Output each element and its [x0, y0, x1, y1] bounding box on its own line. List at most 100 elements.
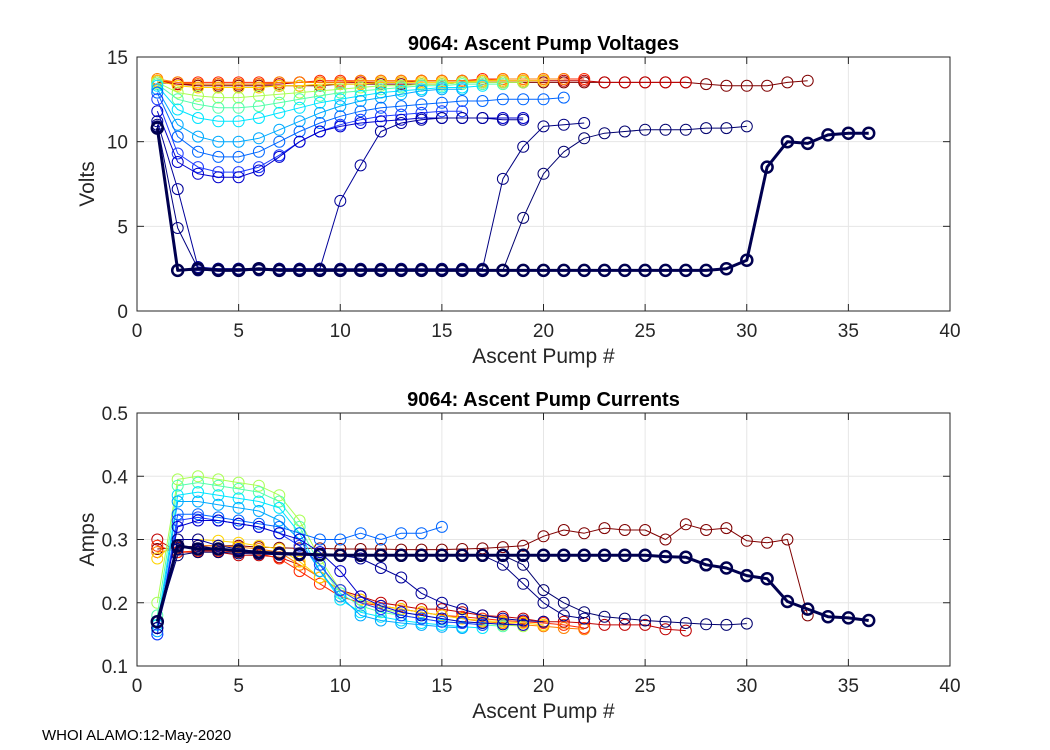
voltage-series-6-point-13 [395, 81, 408, 94]
current-series-15-point-21 [557, 548, 571, 563]
voltage-series-12-point-13 [395, 117, 408, 129]
voltage-series-15-point-26 [658, 263, 673, 278]
current-series-15-point-13 [394, 548, 408, 563]
voltage-series-8-point-14 [415, 84, 428, 97]
current-xtick-label-35: 35 [838, 676, 859, 697]
current-series-12-point-13 [395, 571, 408, 584]
current-ytick-label-0.1: 0.1 [102, 657, 128, 678]
current-series-10-point-15 [435, 615, 448, 628]
voltage-series-0-point-28 [700, 78, 713, 91]
voltage-series-4-point-20 [537, 74, 550, 87]
current-series-9-point-2 [171, 508, 184, 521]
voltage-series-10-point-1 [151, 93, 164, 106]
voltage-series-13-line [156, 122, 585, 270]
voltage-series-8-point-6 [252, 132, 265, 145]
current-series-0-point-23 [598, 522, 611, 535]
current-series-1-point-25 [639, 618, 652, 631]
current-series-8-point-4 [212, 498, 225, 511]
voltage-series-12-point-16 [456, 112, 469, 124]
current-series-15-point-9 [313, 547, 327, 562]
voltage-series-5-point-12 [374, 79, 387, 92]
voltage-series-15-point-17 [475, 263, 490, 278]
current-series-14-point-24 [618, 612, 631, 625]
voltage-series-14-point-27 [679, 123, 692, 136]
current-series-7-point-4 [212, 489, 225, 502]
voltage-series-15-point-21 [557, 263, 571, 278]
current-series-1-point-21 [557, 615, 570, 628]
voltage-series-9-point-18 [496, 93, 509, 106]
current-series-9-point-9 [313, 533, 326, 546]
voltage-series-6-point-10 [334, 86, 347, 99]
current-series-15-point-18 [496, 548, 510, 563]
current-series-12-point-14 [415, 587, 428, 600]
voltage-series-13-point-21 [557, 118, 570, 131]
voltage-series-9-point-1 [151, 86, 164, 99]
current-series-10-point-10 [334, 584, 347, 597]
current-ytick-label-0.3: 0.3 [102, 531, 128, 552]
voltage-series-15-point-31 [760, 160, 774, 174]
voltage-series-14-point-20 [537, 167, 550, 180]
current-series-12-point-17 [476, 609, 489, 622]
current-series-0-point-28 [700, 524, 713, 536]
voltage-series-12-point-11 [354, 159, 367, 172]
footer-caption: WHOI ALAMO:12-May-2020 [42, 727, 232, 744]
current-series-15-point-32 [780, 594, 795, 609]
voltage-series-9-line [156, 92, 564, 158]
voltage-series-9-point-2 [171, 130, 184, 143]
voltage-series-13-point-22 [578, 117, 591, 129]
current-series-9-point-12 [374, 533, 387, 546]
voltage-series-7-line [156, 85, 483, 122]
voltage-series-13-point-18 [496, 172, 509, 185]
current-series-0-point-25 [639, 524, 652, 536]
voltage-series-11-point-5 [232, 171, 245, 184]
voltage-series-6-point-7 [273, 96, 286, 109]
current-series-7-point-7 [273, 501, 286, 514]
current-series-15-point-17 [475, 548, 490, 563]
current-series-9-point-13 [395, 527, 408, 540]
voltage-series-1-point-24 [618, 76, 631, 89]
current-series-6-point-3 [192, 476, 204, 489]
voltage-series-4-point-3 [192, 81, 204, 94]
current-series-9-point-11 [354, 527, 367, 540]
voltage-series-2-point-22 [578, 73, 591, 85]
voltage-y-axis-label: Volts [76, 161, 99, 207]
current-series-1-point-27 [679, 624, 692, 637]
voltage-series-15-point-1 [150, 121, 165, 135]
voltage-series-8-point-16 [456, 83, 469, 96]
current-series-10-line [156, 516, 483, 635]
current-series-15-point-19 [516, 548, 530, 563]
voltage-series-7-point-1 [151, 79, 164, 92]
voltage-series-15-point-20 [536, 263, 551, 278]
current-series-2-point-21 [557, 618, 570, 631]
current-series-13-point-21 [557, 609, 570, 622]
current-series-14-point-23 [598, 610, 611, 623]
voltage-series-15-point-11 [353, 263, 368, 278]
current-xtick-label-25: 25 [635, 676, 656, 697]
voltage-series-9-point-15 [435, 96, 448, 109]
current-series-9-point-8 [293, 527, 306, 540]
current-series-15-point-8 [292, 547, 307, 561]
current-series-14-point-27 [679, 617, 692, 629]
voltage-series-3-point-21 [557, 73, 570, 85]
voltage-series-15-point-36 [861, 126, 876, 140]
current-series-0-point-27 [679, 518, 692, 531]
current-series-15-line [155, 544, 869, 623]
current-series-11-point-4 [212, 514, 225, 527]
voltage-series-6-point-8 [293, 93, 306, 106]
current-series-15-point-10 [333, 548, 348, 563]
current-series-13-point-18 [496, 558, 509, 571]
voltage-series-9-point-17 [476, 95, 489, 107]
voltage-series-15-point-10 [333, 263, 348, 278]
current-series-0-point-30 [740, 534, 753, 547]
voltage-series-8-point-1 [151, 83, 164, 96]
voltage-series-15-point-15 [435, 263, 449, 278]
current-series-11-point-8 [293, 533, 306, 546]
voltage-series-5-point-4 [212, 91, 225, 104]
current-series-1-point-23 [598, 618, 611, 631]
voltage-series-11-point-3 [192, 167, 204, 180]
voltage-series-11-point-11 [354, 117, 367, 129]
current-series-4-point-20 [537, 618, 550, 631]
voltage-series-9-point-9 [313, 117, 326, 129]
voltage-series-9-point-10 [334, 110, 347, 123]
